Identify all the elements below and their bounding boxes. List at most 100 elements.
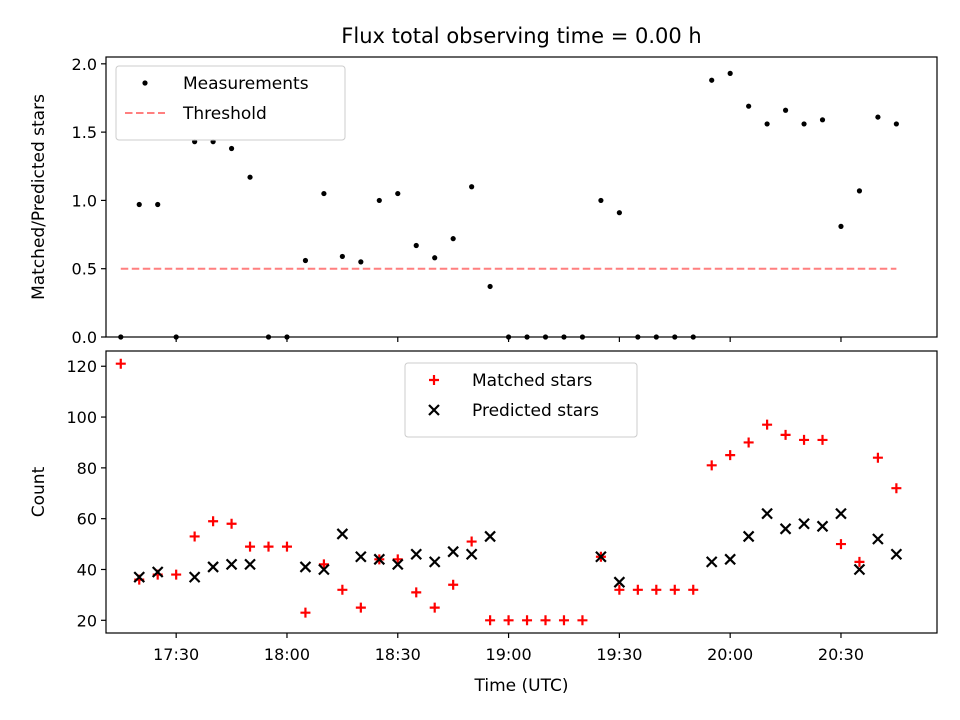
data-point xyxy=(226,518,237,529)
data-point xyxy=(705,556,718,568)
data-point xyxy=(724,553,736,566)
data-point xyxy=(522,615,533,626)
legend-box xyxy=(404,362,638,438)
data-point xyxy=(798,517,810,530)
data-point xyxy=(819,117,826,123)
data-point xyxy=(838,223,844,229)
data-point xyxy=(466,536,477,547)
data-point xyxy=(281,541,292,552)
chart-title: Flux total observing time = 0.00 h xyxy=(341,24,701,48)
y-tick-label: 60 xyxy=(77,510,97,529)
data-point xyxy=(465,548,478,561)
legend-item: Measurements xyxy=(142,74,309,94)
chart-panel-1: 0.0 0.5 1.0 1.5 2.0 Flux total observing time… xyxy=(29,24,938,347)
data-point xyxy=(225,558,238,571)
legend-label: Predicted stars xyxy=(472,401,599,421)
legend-swatch xyxy=(429,375,439,385)
data-point xyxy=(355,602,366,613)
data-point xyxy=(155,201,161,208)
y-tick-label: 80 xyxy=(77,459,97,478)
data-point xyxy=(746,103,752,109)
data-point xyxy=(358,259,364,265)
data-point xyxy=(318,563,330,576)
data-point xyxy=(540,615,551,626)
data-point xyxy=(503,615,514,626)
data-point xyxy=(875,114,881,120)
data-point xyxy=(742,530,755,543)
data-point xyxy=(577,615,588,626)
data-point xyxy=(339,253,345,260)
data-point xyxy=(853,563,866,576)
data-point xyxy=(410,548,423,561)
data-point xyxy=(761,507,773,520)
legend-item: Matched stars xyxy=(429,371,592,391)
legend: Matched stars Predicted stars xyxy=(404,362,638,438)
data-point xyxy=(189,531,200,542)
legend-swatch xyxy=(142,80,148,86)
x-tick-label: 20:30 xyxy=(818,645,864,664)
series-predicted-stars xyxy=(133,507,903,588)
y-axis-label: Matched/Predicted stars xyxy=(29,94,49,300)
data-point xyxy=(835,507,847,520)
data-point xyxy=(487,283,493,290)
data-point xyxy=(171,569,182,580)
data-point xyxy=(485,615,496,626)
data-point xyxy=(872,533,884,545)
data-point xyxy=(428,556,441,568)
data-point xyxy=(263,541,274,552)
data-point xyxy=(782,107,789,113)
data-point xyxy=(598,197,604,204)
plot-frame xyxy=(105,350,938,634)
data-point xyxy=(762,419,773,430)
x-tick-label: 18:30 xyxy=(375,645,421,664)
data-point xyxy=(779,523,792,535)
data-point xyxy=(872,452,883,463)
data-point xyxy=(447,545,459,558)
data-point xyxy=(709,77,715,83)
data-point xyxy=(228,145,235,152)
legend: Measurements Threshold xyxy=(115,65,346,141)
data-point xyxy=(799,434,810,445)
data-point xyxy=(151,566,164,578)
series-matched-stars xyxy=(115,358,902,626)
data-point xyxy=(816,520,829,533)
data-point xyxy=(801,121,807,127)
legend-label: Matched stars xyxy=(472,371,592,391)
data-point xyxy=(392,554,403,565)
data-point xyxy=(432,255,438,261)
data-point xyxy=(764,121,770,127)
y-tick-label: 0.5 xyxy=(72,260,97,279)
x-axis-label: Time (UTC) xyxy=(474,676,569,696)
data-point xyxy=(727,70,733,76)
data-point xyxy=(376,197,382,204)
data-point xyxy=(854,556,865,567)
data-point xyxy=(450,236,456,242)
data-point xyxy=(247,174,253,180)
y-tick-label: 40 xyxy=(77,560,97,579)
x-tick-label: 17:30 xyxy=(153,645,199,664)
data-point xyxy=(706,460,717,471)
y-tick-label: 2.0 xyxy=(72,55,97,74)
legend-item: Threshold xyxy=(125,104,267,124)
data-point xyxy=(725,450,736,461)
y-tick-label: 0.0 xyxy=(72,328,97,347)
y-axis-label: Count xyxy=(29,466,49,517)
data-point xyxy=(336,528,349,540)
data-point xyxy=(595,551,607,563)
data-point xyxy=(632,584,643,595)
data-point xyxy=(688,584,699,595)
data-point xyxy=(244,558,256,571)
data-point xyxy=(893,121,899,127)
data-point xyxy=(355,551,367,563)
data-point xyxy=(484,530,496,543)
data-point xyxy=(321,190,327,197)
data-point xyxy=(817,434,828,445)
data-point xyxy=(411,587,422,598)
data-point xyxy=(115,358,126,369)
x-tick-label: 19:30 xyxy=(596,645,642,664)
legend-box xyxy=(115,65,346,141)
y-tick-label: 120 xyxy=(66,357,97,376)
data-point xyxy=(651,584,662,595)
data-point xyxy=(299,561,312,573)
